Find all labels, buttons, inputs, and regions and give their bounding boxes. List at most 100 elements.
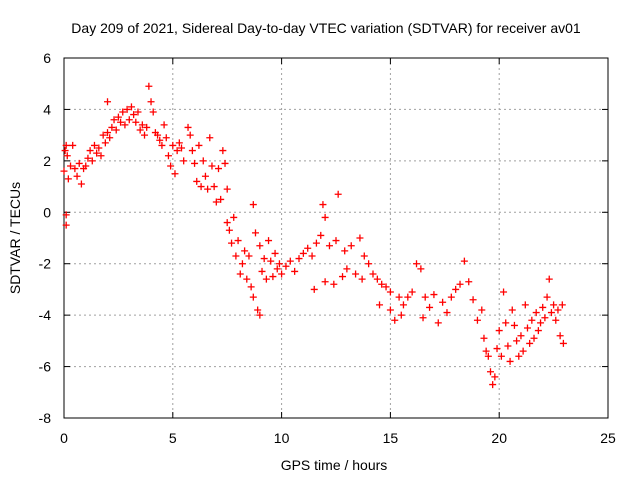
data-point [508, 306, 516, 314]
data-point [62, 211, 70, 219]
data-point [539, 303, 547, 311]
data-point [247, 283, 255, 291]
data-point [554, 306, 562, 314]
y-tick-label: -2 [39, 256, 52, 272]
data-point [104, 98, 112, 106]
data-point [63, 152, 71, 160]
data-point [282, 262, 290, 270]
data-point [178, 144, 186, 152]
data-point [127, 103, 135, 111]
data-point [138, 121, 146, 129]
data-point [413, 260, 421, 268]
data-point [417, 265, 425, 273]
data-point [130, 111, 138, 119]
data-point [97, 152, 105, 160]
data-point [95, 144, 103, 152]
data-point [506, 357, 514, 365]
data-point [330, 280, 338, 288]
data-point [156, 136, 164, 144]
data-point [60, 167, 68, 175]
data-point [210, 183, 218, 191]
data-point [230, 213, 238, 221]
y-tick-label: 4 [43, 101, 51, 117]
data-point [123, 105, 131, 113]
data-points [60, 82, 567, 389]
data-point [439, 298, 447, 306]
data-point [134, 108, 142, 116]
data-point [236, 270, 244, 278]
data-point [267, 257, 275, 265]
data-point [69, 141, 77, 149]
data-point [117, 118, 125, 126]
data-point [332, 237, 340, 245]
data-point [217, 195, 225, 203]
data-point [141, 131, 149, 139]
data-point [365, 260, 373, 268]
x-tick-label: 0 [60, 430, 68, 446]
data-point [356, 234, 364, 242]
data-point [275, 260, 283, 268]
data-point [260, 255, 268, 263]
data-point [404, 293, 412, 301]
data-point [495, 327, 503, 335]
data-point [502, 319, 510, 327]
data-point [478, 306, 486, 314]
data-point [319, 201, 327, 209]
data-point [143, 123, 151, 131]
data-point [173, 147, 181, 155]
data-point [558, 301, 566, 309]
data-point [73, 172, 81, 180]
data-point [206, 134, 214, 142]
data-point [121, 121, 129, 129]
data-point [430, 291, 438, 299]
y-tick-label: 2 [43, 153, 51, 169]
data-point [456, 280, 464, 288]
data-point [500, 288, 508, 296]
data-point [238, 260, 246, 268]
data-point [99, 131, 107, 139]
x-tick-label: 15 [383, 430, 399, 446]
data-point [258, 267, 266, 275]
data-point [334, 190, 342, 198]
data-point [167, 162, 175, 170]
data-point [552, 316, 560, 324]
y-tick-label: -4 [39, 307, 52, 323]
x-tick-labels: 0 5 10 15 20 25 [60, 430, 616, 446]
data-point [154, 131, 162, 139]
data-point [399, 301, 407, 309]
data-point [443, 309, 451, 317]
data-point [521, 301, 529, 309]
data-point [278, 270, 286, 278]
data-point [241, 247, 249, 255]
data-point [112, 126, 120, 134]
data-point [482, 347, 490, 355]
data-point [530, 334, 538, 342]
data-point [219, 147, 227, 155]
data-point [491, 373, 499, 381]
data-point [162, 134, 170, 142]
data-point [254, 306, 262, 314]
data-point [532, 309, 540, 317]
data-point [171, 170, 179, 178]
data-point [273, 265, 281, 273]
data-point [108, 123, 116, 131]
data-point [510, 321, 518, 329]
data-point [84, 154, 92, 162]
data-point [312, 239, 320, 247]
data-point [86, 147, 94, 155]
data-point [299, 249, 307, 257]
data-point [199, 157, 207, 165]
data-point [256, 311, 264, 319]
data-point [408, 288, 416, 296]
data-point [249, 201, 257, 209]
y-tick-label: 0 [43, 204, 51, 220]
axis-ticks [63, 57, 609, 419]
data-point [543, 293, 551, 301]
data-point [62, 141, 70, 149]
data-point [382, 283, 390, 291]
data-point [550, 301, 558, 309]
data-point [214, 165, 222, 173]
data-point [197, 183, 205, 191]
data-point [145, 82, 153, 90]
data-point [545, 275, 553, 283]
